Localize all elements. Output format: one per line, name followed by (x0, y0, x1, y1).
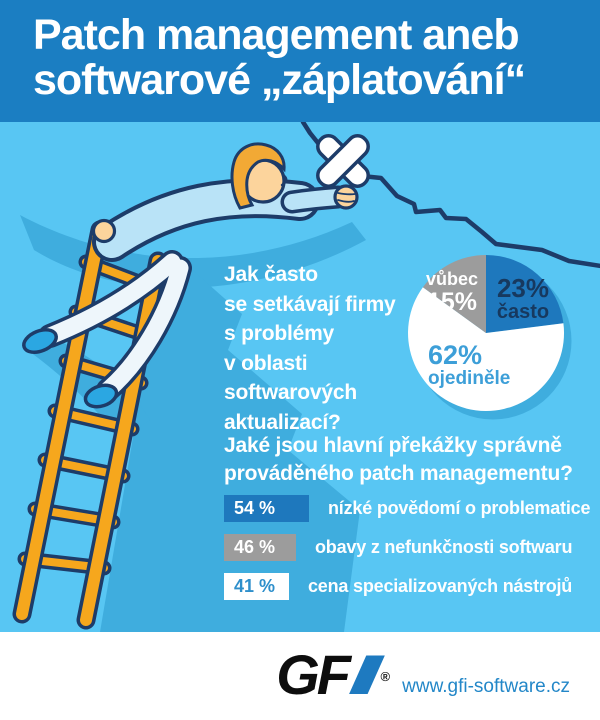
pie-question: Jak často se setkávají firmy s problémy … (224, 260, 396, 437)
bar-question: Jaké jsou hlavní překážky správně provád… (224, 432, 573, 488)
header-banner: Patch management aneb softwarové „záplat… (0, 0, 600, 122)
pie-question-line: s problémy (224, 322, 335, 345)
bar-value: 54 % (234, 498, 276, 518)
pie-question-line: v oblasti (224, 351, 308, 375)
man-nose (280, 173, 288, 187)
bar-category-label: cena specializovaných nástrojů (308, 576, 573, 596)
page-title-line1: Patch management aneb (33, 11, 520, 59)
bar-category-label: obavy z nefunkčnosti softwaru (315, 537, 573, 557)
shoe-right (83, 383, 119, 409)
hand-on-ladder (91, 218, 117, 244)
pie-question-line: softwarových (224, 381, 357, 404)
gfi-logo-gf: GF (276, 643, 351, 706)
pie-question-line: Jak často (224, 263, 318, 286)
page-title: Patch management aneb softwarové „záplat… (0, 0, 600, 103)
pie-slice-vůbec (422, 255, 486, 333)
bar: 41 % (224, 573, 289, 600)
hand-with-bandage (333, 184, 359, 210)
gfi-logo-i: I (346, 643, 383, 706)
pie-question-line: se setkávají firmy (224, 292, 396, 316)
ladder (12, 220, 168, 630)
man-legs (38, 250, 192, 402)
man-arm (280, 185, 350, 214)
pie-question-line: aktualizací? (224, 410, 341, 434)
bar-value: 46 % (234, 537, 276, 557)
bar-value: 41 % (234, 576, 276, 596)
pie-label-vubec: vůbec 15% (425, 269, 479, 316)
bandage-icon (316, 134, 370, 188)
pie-slice-často (486, 255, 564, 333)
ladder-illustration (12, 122, 600, 632)
man-torso (92, 178, 320, 262)
gfi-logo: GF I ® (276, 643, 391, 706)
pie-label-ojedinele: 62% ojediněle (428, 340, 511, 390)
hand-fingers (337, 192, 356, 203)
bar-row: 41 % cena specializovaných nástrojů (224, 573, 590, 600)
bar-row: 54 % nízké povědomí o problematice (224, 495, 590, 522)
website-url: www.gfi-software.cz (402, 676, 570, 697)
pie-label-casto: 23% často (496, 273, 550, 324)
shoe-left (22, 328, 58, 354)
ladder-rails (12, 220, 168, 630)
pie-svg (408, 255, 572, 420)
bar-category-label: nízké povědomí o problematice (328, 498, 591, 518)
pie-slice-ojediněle (408, 287, 565, 412)
bar-question-line: Jaké jsou hlavní překážky správně (224, 434, 562, 457)
bar: 46 % (224, 534, 296, 561)
pie-chart: vůbec 15% 23% často 62% ojediněle (404, 251, 574, 421)
page-title-line2: softwarové „záplatování“ (33, 56, 526, 104)
bar: 54 % (224, 495, 309, 522)
bar-chart: 54 % nízké povědomí o problematice 46 % … (224, 495, 590, 612)
man-figure (22, 134, 370, 409)
footer: GF I ® www.gfi-software.cz (0, 632, 600, 720)
bar-question-line: prováděného patch managementu? (224, 462, 573, 485)
bar-row: 46 % obavy z nefunkčnosti softwaru (224, 534, 590, 561)
registered-mark: ® (380, 669, 391, 684)
man-hair (230, 142, 286, 210)
